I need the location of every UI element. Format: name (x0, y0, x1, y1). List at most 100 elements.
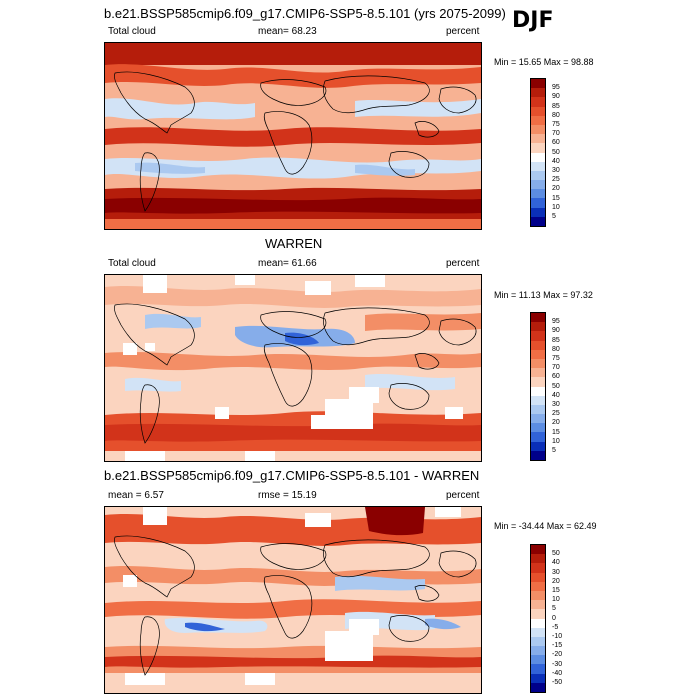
colorbar-segment (531, 115, 545, 125)
colorbar-tick-label: 30 (552, 401, 560, 408)
colorbar-segment (531, 358, 545, 369)
panel2-right-label: percent (446, 258, 480, 269)
colorbar-segment (531, 545, 545, 555)
colorbar-segment (531, 377, 545, 387)
panel2-title: WARREN (265, 236, 323, 251)
panel3-right-label: percent (446, 490, 480, 501)
colorbar-tick-label: 0 (552, 614, 556, 622)
colorbar-segment (531, 404, 545, 415)
panel1-map (104, 42, 482, 230)
colorbar-tick-label: 25 (552, 176, 560, 184)
colorbar-segment (531, 414, 545, 424)
colorbar-segment (531, 170, 545, 181)
panel1-left-label: Total cloud (108, 26, 156, 37)
panel3-minmax: Min = -34.44 Max = 62.49 (494, 521, 597, 531)
colorbar-tick-label: 50 (552, 382, 560, 390)
panel3-map-field (105, 507, 481, 693)
colorbar-tick-label: 80 (552, 111, 560, 119)
colorbar-segment (531, 673, 545, 683)
colorbar-segment (531, 450, 545, 460)
colorbar-segment (531, 581, 545, 591)
colorbar-tick-label: 10 (552, 596, 560, 604)
colorbar-segment (531, 79, 545, 89)
colorbar-segment (531, 590, 545, 601)
colorbar-segment (531, 161, 545, 171)
colorbar-tick-label: -40 (552, 669, 563, 677)
colorbar-segment (531, 563, 545, 573)
colorbar-segment (531, 664, 545, 674)
panel2-colorbar-box (530, 312, 546, 461)
colorbar-tick-label: 70 (552, 364, 560, 372)
colorbar-tick-label: -15 (552, 642, 563, 650)
colorbar-tick-label: 75 (552, 121, 560, 128)
colorbar-segment (531, 646, 545, 656)
colorbar-tick-label: 70 (552, 130, 560, 138)
colorbar-segment (531, 655, 545, 665)
colorbar-segment (531, 386, 545, 396)
colorbar-segment (531, 331, 545, 341)
colorbar-tick-label: 95 (552, 84, 560, 92)
panel1-center-label: mean= 68.23 (258, 26, 317, 37)
colorbar-segment (531, 152, 545, 162)
colorbar-segment (531, 143, 545, 153)
colorbar-segment (531, 124, 545, 135)
colorbar-tick-label: 85 (552, 336, 560, 344)
colorbar-segment (531, 395, 545, 405)
colorbar-segment (531, 423, 545, 433)
colorbar-segment (531, 322, 545, 332)
colorbar-tick-label: -5 (552, 623, 559, 631)
colorbar-segment (531, 368, 545, 378)
colorbar-tick-label: 15 (552, 194, 560, 202)
colorbar-tick-label: 30 (552, 568, 560, 576)
colorbar-tick-label: 75 (552, 355, 560, 362)
colorbar-tick-label: 90 (552, 93, 560, 101)
colorbar-tick-label: 20 (552, 577, 560, 585)
colorbar-segment (531, 618, 545, 628)
colorbar-segment (531, 340, 545, 350)
season-label: DJF (512, 8, 554, 33)
colorbar-tick-label: 40 (552, 559, 560, 567)
colorbar-tick-label: 50 (552, 148, 560, 156)
panel2-center-label: mean= 61.66 (258, 258, 317, 269)
colorbar-segment (531, 198, 545, 208)
panel3-left-label: mean = 6.57 (108, 490, 164, 501)
colorbar-segment (531, 627, 545, 637)
colorbar-segment (531, 207, 545, 217)
colorbar-tick-label: 60 (552, 373, 560, 381)
colorbar-segment (531, 97, 545, 107)
colorbar-segment (531, 313, 545, 323)
colorbar-tick-label: 40 (552, 157, 560, 165)
colorbar-segment (531, 600, 545, 610)
colorbar-tick-label: 85 (552, 102, 560, 110)
colorbar-tick-label: 40 (552, 391, 560, 399)
colorbar-tick-label: 50 (552, 550, 560, 558)
panel2-map-field (105, 275, 481, 461)
colorbar-segment (531, 682, 545, 692)
colorbar-tick-label: 95 (552, 318, 560, 326)
colorbar-tick-label: 5 (552, 605, 556, 613)
colorbar-segment (531, 189, 545, 199)
colorbar-tick-label: 20 (552, 419, 560, 427)
panel2-left-label: Total cloud (108, 258, 156, 269)
colorbar-tick-label: -10 (552, 633, 563, 640)
panel1-right-label: percent (446, 26, 480, 37)
colorbar-tick-label: 10 (552, 203, 560, 211)
colorbar-tick-label: 80 (552, 345, 560, 353)
colorbar-tick-label: 20 (552, 185, 560, 193)
colorbar-segment (531, 180, 545, 190)
colorbar-tick-label: -30 (552, 660, 563, 668)
colorbar-tick-label: 15 (552, 428, 560, 436)
panel3-map (104, 506, 482, 694)
panel1-minmax: Min = 15.65 Max = 98.88 (494, 57, 594, 67)
panel3-center-label: rmse = 15.19 (258, 490, 317, 501)
colorbar-segment (531, 609, 545, 619)
colorbar-segment (531, 134, 545, 144)
colorbar-segment (531, 554, 545, 564)
panel3-title: b.e21.BSSP585cmip6.f09_g17.CMIP6-SSP5-8.… (104, 468, 480, 483)
colorbar-tick-label: -50 (552, 679, 563, 686)
colorbar-segment (531, 216, 545, 226)
panel3-colorbar-box (530, 544, 546, 693)
panel1-title: b.e21.BSSP585cmip6.f09_g17.CMIP6-SSP5-8.… (104, 6, 506, 21)
panel2-minmax: Min = 11.13 Max = 97.32 (494, 290, 593, 300)
colorbar-tick-label: 90 (552, 327, 560, 335)
